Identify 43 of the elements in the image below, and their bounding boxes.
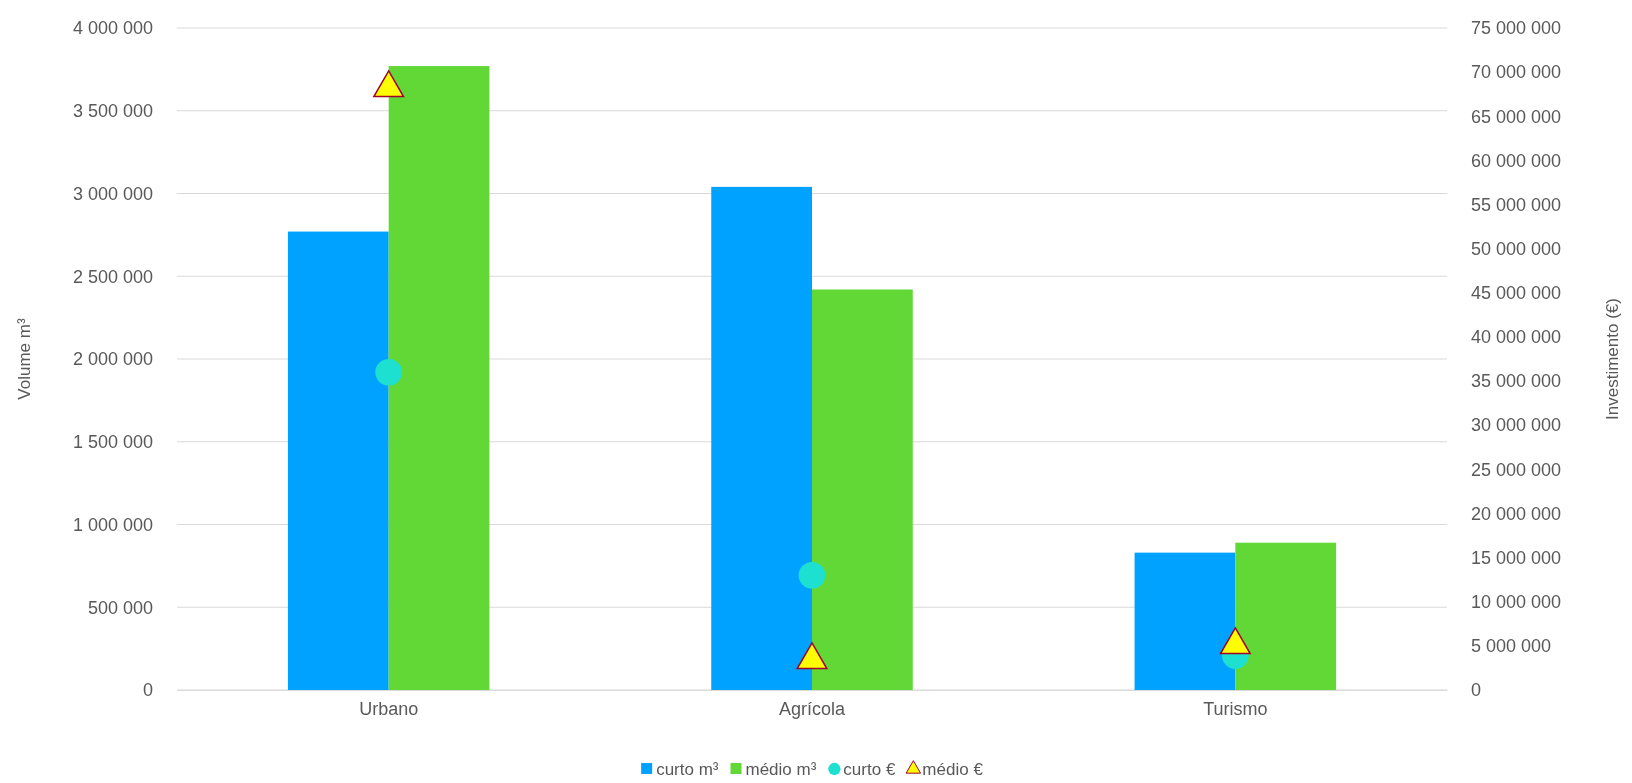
y-tick-label: 500 000: [87, 597, 153, 618]
y2-tick-label: 55 000 000: [1471, 194, 1562, 215]
y-tick-label: 2 000 000: [72, 349, 153, 370]
y2-tick-label: 20 000 000: [1471, 503, 1562, 524]
y2-tick-label: 30 000 000: [1471, 415, 1562, 436]
y2-tick-label: 65 000 000: [1471, 106, 1562, 127]
point: [798, 561, 826, 589]
bar: [711, 186, 812, 690]
y2-tick-label: 45 000 000: [1471, 283, 1562, 304]
y2-tick-label: 25 000 000: [1471, 459, 1562, 480]
legend-label: curto m³: [656, 759, 719, 779]
y-tick-label: 1 000 000: [72, 514, 153, 535]
bar: [1134, 552, 1236, 690]
y2-tick-label: 75 000 000: [1471, 18, 1562, 39]
y2-tick-label: 50 000 000: [1471, 238, 1562, 259]
y-tick-label: 4 000 000: [72, 18, 153, 39]
y2-tick-label: 5 000 000: [1471, 636, 1552, 657]
y2-tick-label: 35 000 000: [1471, 371, 1562, 392]
y2-tick-label: 60 000 000: [1471, 150, 1562, 171]
legend-label: médio €: [922, 759, 984, 779]
y-axis-title: Volume m³: [15, 318, 34, 400]
y2-tick-label: 0: [1471, 680, 1482, 701]
y2-tick-label: 70 000 000: [1471, 62, 1562, 83]
y-tick-label: 3 500 000: [72, 101, 153, 122]
y2-tick-label: 15 000 000: [1471, 547, 1562, 568]
bar: [388, 66, 490, 690]
point: [373, 70, 405, 98]
y-tick-label: 1 500 000: [72, 432, 153, 453]
legend-label: médio m³: [745, 759, 817, 779]
y-tick-label: 2 500 000: [72, 266, 153, 287]
point: [375, 358, 403, 386]
y2-tick-label: 40 000 000: [1471, 327, 1562, 348]
bar: [287, 231, 389, 690]
y2-axis-title: Investimento (€): [1603, 298, 1622, 420]
legend-label: curto €: [843, 759, 896, 779]
y-tick-label: 3 000 000: [72, 183, 153, 204]
bar: [1235, 542, 1337, 690]
x-tick-label: Urbano: [359, 698, 419, 719]
x-tick-label: Agrícola: [778, 698, 846, 719]
y-tick-label: 0: [142, 680, 153, 701]
bar: [812, 289, 913, 690]
y2-tick-label: 10 000 000: [1471, 591, 1562, 612]
x-tick-label: Turismo: [1203, 698, 1268, 719]
